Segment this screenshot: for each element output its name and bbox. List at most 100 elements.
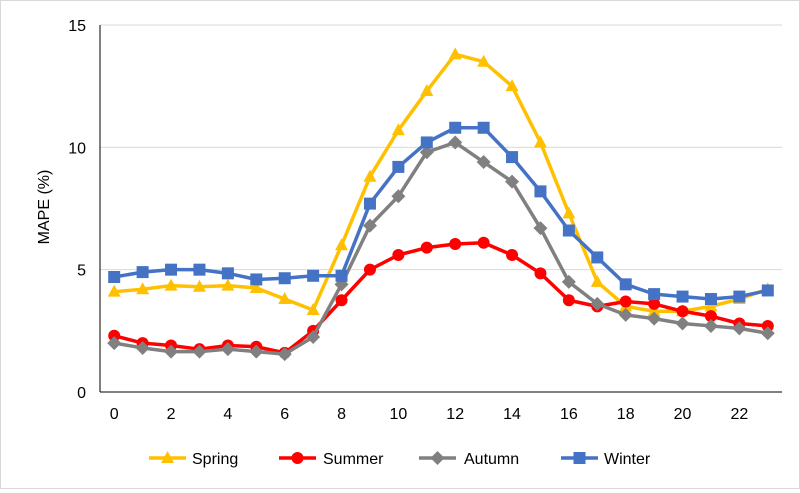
data-point — [107, 284, 121, 297]
data-point — [392, 248, 405, 261]
data-point — [420, 136, 433, 149]
data-point — [192, 344, 207, 359]
data-point — [420, 241, 433, 254]
data-point — [675, 316, 690, 331]
data-point — [363, 263, 376, 276]
x-tick-label: 10 — [389, 406, 407, 423]
data-point — [761, 319, 774, 332]
data-point — [618, 307, 633, 322]
y-tick-label: 15 — [68, 18, 86, 35]
data-point — [760, 326, 775, 341]
data-point — [108, 329, 121, 342]
data-point — [562, 294, 575, 307]
data-point — [590, 274, 604, 287]
data-point — [590, 296, 605, 311]
data-point — [250, 273, 263, 286]
data-point — [136, 282, 150, 295]
data-point — [591, 251, 604, 264]
data-point — [335, 294, 348, 307]
legend-item-winter: Winter — [561, 451, 651, 468]
legend-label: Autumn — [464, 451, 519, 468]
x-tick-label: 12 — [446, 406, 464, 423]
data-point — [277, 347, 292, 362]
series-group — [107, 47, 775, 362]
legend-label: Spring — [192, 451, 238, 468]
data-point — [363, 197, 376, 210]
series-line — [113, 140, 769, 356]
data-point — [704, 299, 718, 312]
data-point — [335, 238, 349, 251]
legend-label: Winter — [604, 451, 651, 468]
data-point — [221, 278, 235, 291]
data-point — [165, 263, 178, 276]
data-point — [192, 279, 206, 292]
data-point — [164, 278, 178, 291]
series-spring — [107, 47, 775, 317]
data-point — [135, 340, 150, 355]
data-point — [676, 290, 689, 303]
data-point — [249, 344, 264, 359]
y-tick-label: 5 — [77, 263, 86, 280]
data-point — [193, 263, 206, 276]
data-point — [534, 185, 547, 198]
data-point — [676, 305, 689, 318]
data-point — [506, 248, 519, 261]
data-point — [704, 310, 717, 323]
data-point — [533, 221, 548, 236]
legend-item-spring: Spring — [149, 451, 238, 468]
data-point — [704, 293, 717, 306]
x-tick-label: 18 — [617, 406, 635, 423]
data-point — [362, 218, 377, 233]
axes — [99, 25, 782, 393]
data-point — [505, 79, 519, 92]
data-point — [648, 297, 661, 310]
data-point — [477, 236, 490, 249]
data-point — [761, 284, 774, 297]
data-point — [732, 321, 747, 336]
data-point — [562, 206, 576, 219]
series-line — [113, 126, 769, 301]
data-point — [278, 292, 292, 305]
data-point — [278, 272, 291, 285]
data-point — [703, 318, 718, 333]
data-point — [220, 342, 235, 357]
data-point — [619, 295, 632, 308]
data-point — [561, 274, 576, 289]
data-point — [107, 336, 122, 351]
data-point — [136, 266, 149, 279]
legend: Spring Summer Autumn Winter — [149, 451, 651, 468]
x-tick-label: 8 — [337, 406, 346, 423]
data-point — [448, 135, 463, 150]
data-point — [306, 303, 320, 316]
data-point — [449, 237, 462, 250]
data-point — [733, 290, 746, 303]
legend-marker — [573, 452, 586, 464]
data-point — [647, 311, 662, 326]
x-tick-label: 2 — [167, 406, 176, 423]
data-point — [534, 267, 547, 280]
data-point — [477, 54, 491, 67]
data-point — [391, 123, 405, 136]
data-point — [562, 224, 575, 237]
data-point — [108, 271, 121, 284]
y-axis-label: MAPE (%) — [36, 170, 53, 245]
y-tick-label: 10 — [68, 140, 86, 157]
data-point — [647, 304, 661, 317]
data-point — [477, 121, 490, 134]
data-point — [249, 281, 263, 294]
legend-item-autumn: Autumn — [419, 451, 519, 468]
legend-label: Summer — [323, 451, 384, 468]
data-point — [448, 47, 462, 60]
legend-marker — [161, 451, 174, 463]
data-point — [363, 169, 377, 182]
data-point — [619, 278, 632, 291]
x-tick-label: 16 — [560, 406, 578, 423]
data-point — [506, 151, 519, 164]
x-tick-label: 22 — [730, 406, 748, 423]
data-point — [420, 84, 434, 97]
series-summer — [108, 236, 774, 359]
data-point — [391, 189, 406, 204]
legend-marker — [430, 451, 445, 465]
